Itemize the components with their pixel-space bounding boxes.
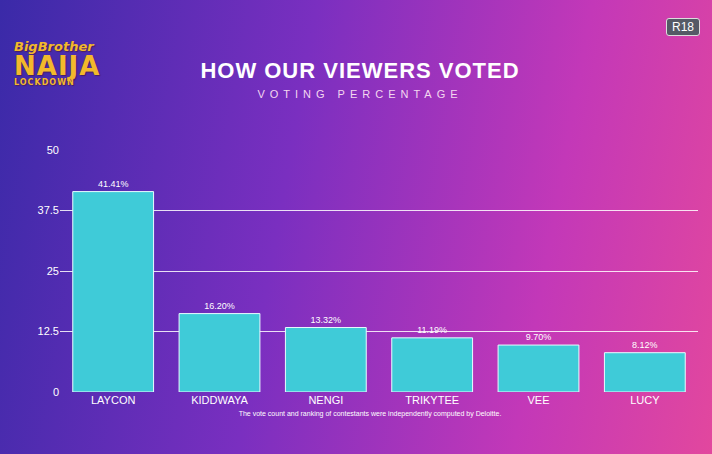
html-text:The vote count and ranking of: The vote count and ranking of contestant… <box>238 410 502 417</box>
svg-text:VEE: VEE <box>527 394 549 406</box>
svg-text:12.5: 12.5 <box>38 325 59 337</box>
svg-text:25: 25 <box>47 265 59 277</box>
svg-text:LUCY: LUCY <box>630 394 660 406</box>
svg-text:37.5: 37.5 <box>38 204 59 216</box>
html-text:HOW OUR VIEWERS VOTED: HOW OUR VIEWERS VOTED <box>200 58 520 83</box>
html-text:BigBrother: BigBrother <box>14 39 94 54</box>
html-text:R18: R18 <box>672 20 694 34</box>
svg-text:8.12%: 8.12% <box>632 340 658 350</box>
svg-text:0: 0 <box>53 386 59 398</box>
svg-text:KIDDWAYA: KIDDWAYA <box>191 394 248 406</box>
svg-text:11.19%: 11.19% <box>417 325 447 335</box>
html-text:VOTING PERCENTAGE: VOTING PERCENTAGE <box>257 88 463 100</box>
html-text:LOCKDOWN: LOCKDOWN <box>14 78 75 87</box>
html-text:NAIJA: NAIJA <box>14 51 101 81</box>
svg-text:TRIKYTEE: TRIKYTEE <box>405 394 459 406</box>
svg-text:41.41%: 41.41% <box>98 179 129 189</box>
svg-text:LAYCON: LAYCON <box>91 394 135 406</box>
svg-text:50: 50 <box>47 144 59 156</box>
svg-text:13.32%: 13.32% <box>311 315 342 325</box>
svg-text:9.70%: 9.70% <box>526 332 552 342</box>
svg-text:16.20%: 16.20% <box>204 301 235 311</box>
svg-text:NENGI: NENGI <box>308 394 343 406</box>
